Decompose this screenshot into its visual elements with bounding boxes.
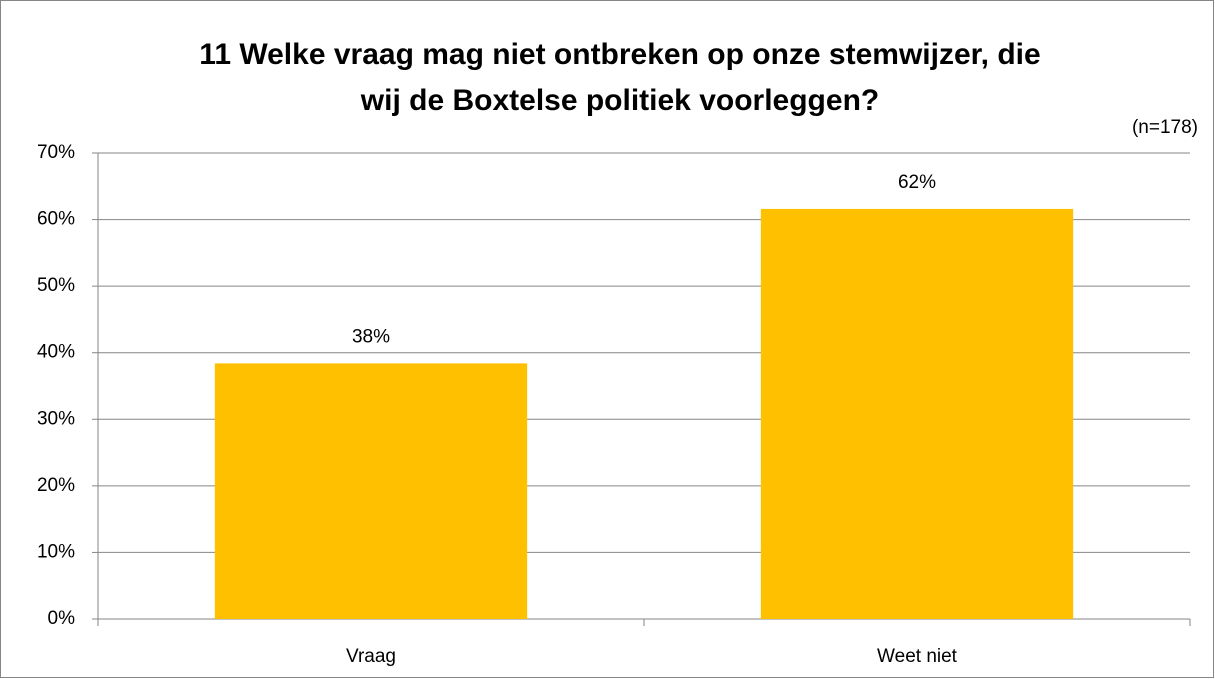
x-tick-label: Vraag [346,646,396,667]
y-tick-label: 70% [37,142,75,163]
y-tick-label: 50% [37,275,75,296]
data-label: 38% [352,326,390,347]
y-tick-label: 0% [48,608,76,629]
chart-title: wij de Boxtelse politiek voorleggen? [360,84,879,117]
y-tick-label: 30% [37,408,75,429]
data-label: 62% [898,172,936,193]
bar [760,208,1074,620]
y-tick-label: 40% [37,342,75,363]
y-tick-label: 20% [37,475,75,496]
x-tick-label: Weet niet [877,646,958,667]
y-tick-label: 60% [37,209,75,230]
y-tick-label: 10% [37,541,75,562]
annotation: (n=178) [1132,117,1198,138]
bar [214,363,528,619]
chart-title: 11 Welke vraag mag niet ontbreken op onz… [199,38,1040,71]
